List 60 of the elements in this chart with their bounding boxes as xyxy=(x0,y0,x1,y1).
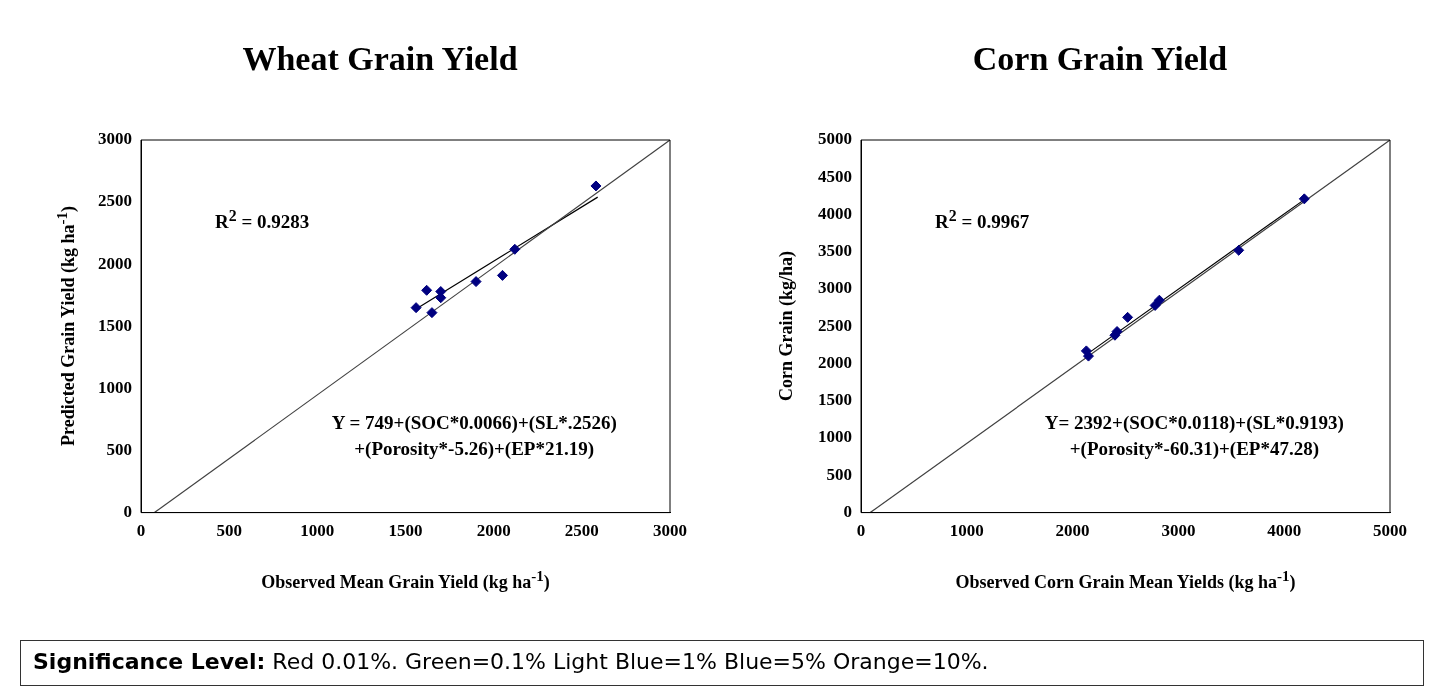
point xyxy=(1149,299,1161,311)
y-tick-label: 3500 xyxy=(818,241,852,261)
y-tick-label: 1500 xyxy=(818,390,852,410)
x-tick-label: 1000 xyxy=(300,521,335,541)
y-tick-label: 4000 xyxy=(818,203,852,223)
y-tick-label: 4500 xyxy=(818,166,852,186)
y-tick-label: 500 xyxy=(826,464,852,484)
point xyxy=(470,276,482,288)
point xyxy=(590,180,602,192)
text: Significance Level: xyxy=(33,649,266,674)
point xyxy=(410,302,422,314)
y-tick-label: 500 xyxy=(106,439,132,459)
annotation: Y= 2392+(SOC*0.0118)+(SL*0.9193) xyxy=(1044,411,1344,434)
text: Blue=5% xyxy=(723,649,826,674)
x-tick-label: 0 xyxy=(856,521,866,541)
y-tick-label: 3000 xyxy=(818,278,852,298)
x-tick-label: 2000 xyxy=(476,521,511,541)
x-tick-label: 1500 xyxy=(388,521,423,541)
y-tick-label: 0 xyxy=(123,501,132,521)
y-tick-label: 2000 xyxy=(818,352,852,372)
point xyxy=(1298,193,1310,205)
y-tick-label: 2500 xyxy=(818,315,852,335)
x-tick-label: 4000 xyxy=(1267,521,1302,541)
point xyxy=(1153,294,1165,306)
y-tick-label: 1000 xyxy=(818,427,852,447)
x-tick-label: 3000 xyxy=(1161,521,1196,541)
x-tick-label: 3000 xyxy=(653,521,687,541)
text: Orange=10%. xyxy=(832,649,989,674)
annotation: +(Porosity*-60.31)+(EP*47.28) xyxy=(1069,437,1320,460)
chart-title: Corn Grain Yield xyxy=(971,40,1229,78)
annotation: +(Porosity*-5.26)+(EP*21.19) xyxy=(354,437,595,460)
annotation: R$^{2}$ = 0.9283 xyxy=(215,207,310,234)
chart-title: Wheat Grain Yield xyxy=(241,40,519,78)
point xyxy=(509,243,521,255)
x-tick-label: 2500 xyxy=(564,521,599,541)
point xyxy=(496,269,508,281)
x-tick-label: 5000 xyxy=(1373,521,1407,541)
x-axis-title: Observed Mean Grain Yield (kg ha$^{-1}$) xyxy=(260,567,551,593)
point xyxy=(1122,311,1134,323)
point xyxy=(421,284,433,296)
x-axis-title: Observed Corn Grain Mean Yields (kg ha$^{-1}$) xyxy=(954,567,1297,593)
y-axis-title: Corn Grain (kg/ha) xyxy=(775,251,797,402)
annotation: R$^{2}$ = 0.9967 xyxy=(935,207,1030,234)
text: Light Blue=1% xyxy=(553,649,717,674)
y-tick-label: 0 xyxy=(843,501,852,521)
point xyxy=(426,307,438,319)
y-tick-label: 2500 xyxy=(98,191,132,211)
y-tick-label: 1000 xyxy=(98,377,132,397)
point xyxy=(1233,244,1245,256)
text: Green=0.1% xyxy=(405,649,546,674)
x-tick-label: 500 xyxy=(216,521,242,541)
x-tick-label: 1000 xyxy=(949,521,984,541)
y-tick-label: 5000 xyxy=(818,129,852,149)
annotation: Y = 749+(SOC*0.0066)+(SL*.2526) xyxy=(331,411,617,434)
y-tick-label: 3000 xyxy=(98,129,132,149)
x-tick-label: 2000 xyxy=(1055,521,1090,541)
text: Red 0.01%. xyxy=(272,649,399,674)
x-tick-label: 0 xyxy=(136,521,146,541)
y-tick-label: 1500 xyxy=(98,315,132,335)
y-tick-label: 2000 xyxy=(98,253,132,273)
